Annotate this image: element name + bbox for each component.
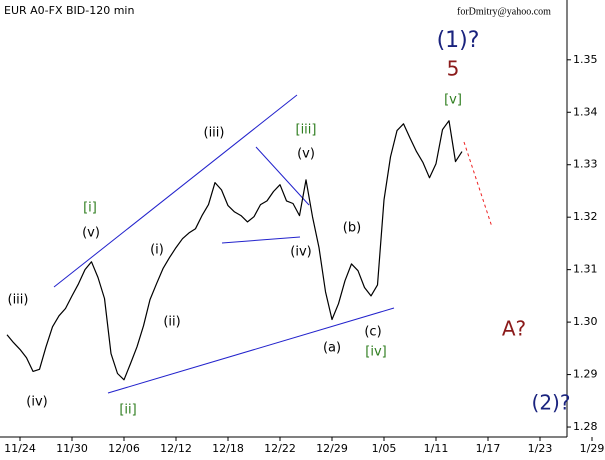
wave-label: (iii) bbox=[204, 126, 225, 141]
x-tick-label: 11/30 bbox=[56, 442, 88, 455]
y-tick-label: 1.29 bbox=[573, 368, 598, 381]
wave-label: (1)? bbox=[437, 28, 480, 53]
y-tick-label: 1.28 bbox=[573, 420, 598, 433]
x-tick-label: 1/23 bbox=[528, 442, 553, 455]
wave-label: (i) bbox=[150, 243, 164, 258]
wave-label: [ii] bbox=[119, 403, 136, 418]
chart-subtitle: forDmitry@yahoo.com bbox=[457, 6, 551, 17]
price-line bbox=[6, 120, 463, 381]
wave-label: [iii] bbox=[296, 123, 317, 138]
x-tick-label: 12/06 bbox=[108, 442, 140, 455]
x-tick-label: 12/29 bbox=[316, 442, 348, 455]
wave-label: [i] bbox=[83, 201, 97, 216]
wave-label: (iv) bbox=[26, 395, 47, 410]
x-tick-label: 1/29 bbox=[580, 442, 605, 455]
x-tick-label: 1/17 bbox=[476, 442, 501, 455]
chart-title: EUR A0-FX BID-120 min bbox=[4, 4, 134, 17]
y-tick-label: 1.31 bbox=[573, 263, 598, 276]
x-tick-label: 1/11 bbox=[424, 442, 449, 455]
wave-label: (iii) bbox=[8, 293, 29, 308]
y-tick-label: 1.32 bbox=[573, 210, 598, 223]
y-tick-label: 1.30 bbox=[573, 315, 598, 328]
wave-label: [v] bbox=[444, 93, 462, 108]
x-tick-label: 12/12 bbox=[160, 442, 192, 455]
wave-label: (2)? bbox=[532, 391, 571, 415]
y-tick-label: 1.33 bbox=[573, 158, 598, 171]
wave-label: (b) bbox=[343, 221, 361, 236]
trend-line bbox=[53, 94, 298, 288]
trend-line bbox=[221, 236, 301, 244]
wave-label: (iv) bbox=[290, 245, 311, 260]
trend-line bbox=[107, 307, 395, 394]
forecast-line bbox=[463, 141, 493, 228]
wave-label: (v) bbox=[297, 147, 315, 162]
wave-label: 5 bbox=[447, 57, 460, 81]
wave-label: (c) bbox=[364, 325, 381, 340]
wave-label: A? bbox=[502, 317, 526, 341]
y-tick-label: 1.34 bbox=[573, 105, 598, 118]
wave-label: (a) bbox=[323, 341, 341, 356]
wave-label: [iv] bbox=[365, 345, 386, 360]
x-tick-label: 1/05 bbox=[372, 442, 397, 455]
trend-line bbox=[255, 146, 310, 206]
y-tick-label: 1.35 bbox=[573, 53, 598, 66]
wave-label: (v) bbox=[82, 226, 100, 241]
x-tick-label: 12/18 bbox=[212, 442, 244, 455]
x-tick-label: 12/22 bbox=[264, 442, 296, 455]
x-tick-label: 11/24 bbox=[4, 442, 36, 455]
wave-label: (ii) bbox=[163, 315, 180, 330]
